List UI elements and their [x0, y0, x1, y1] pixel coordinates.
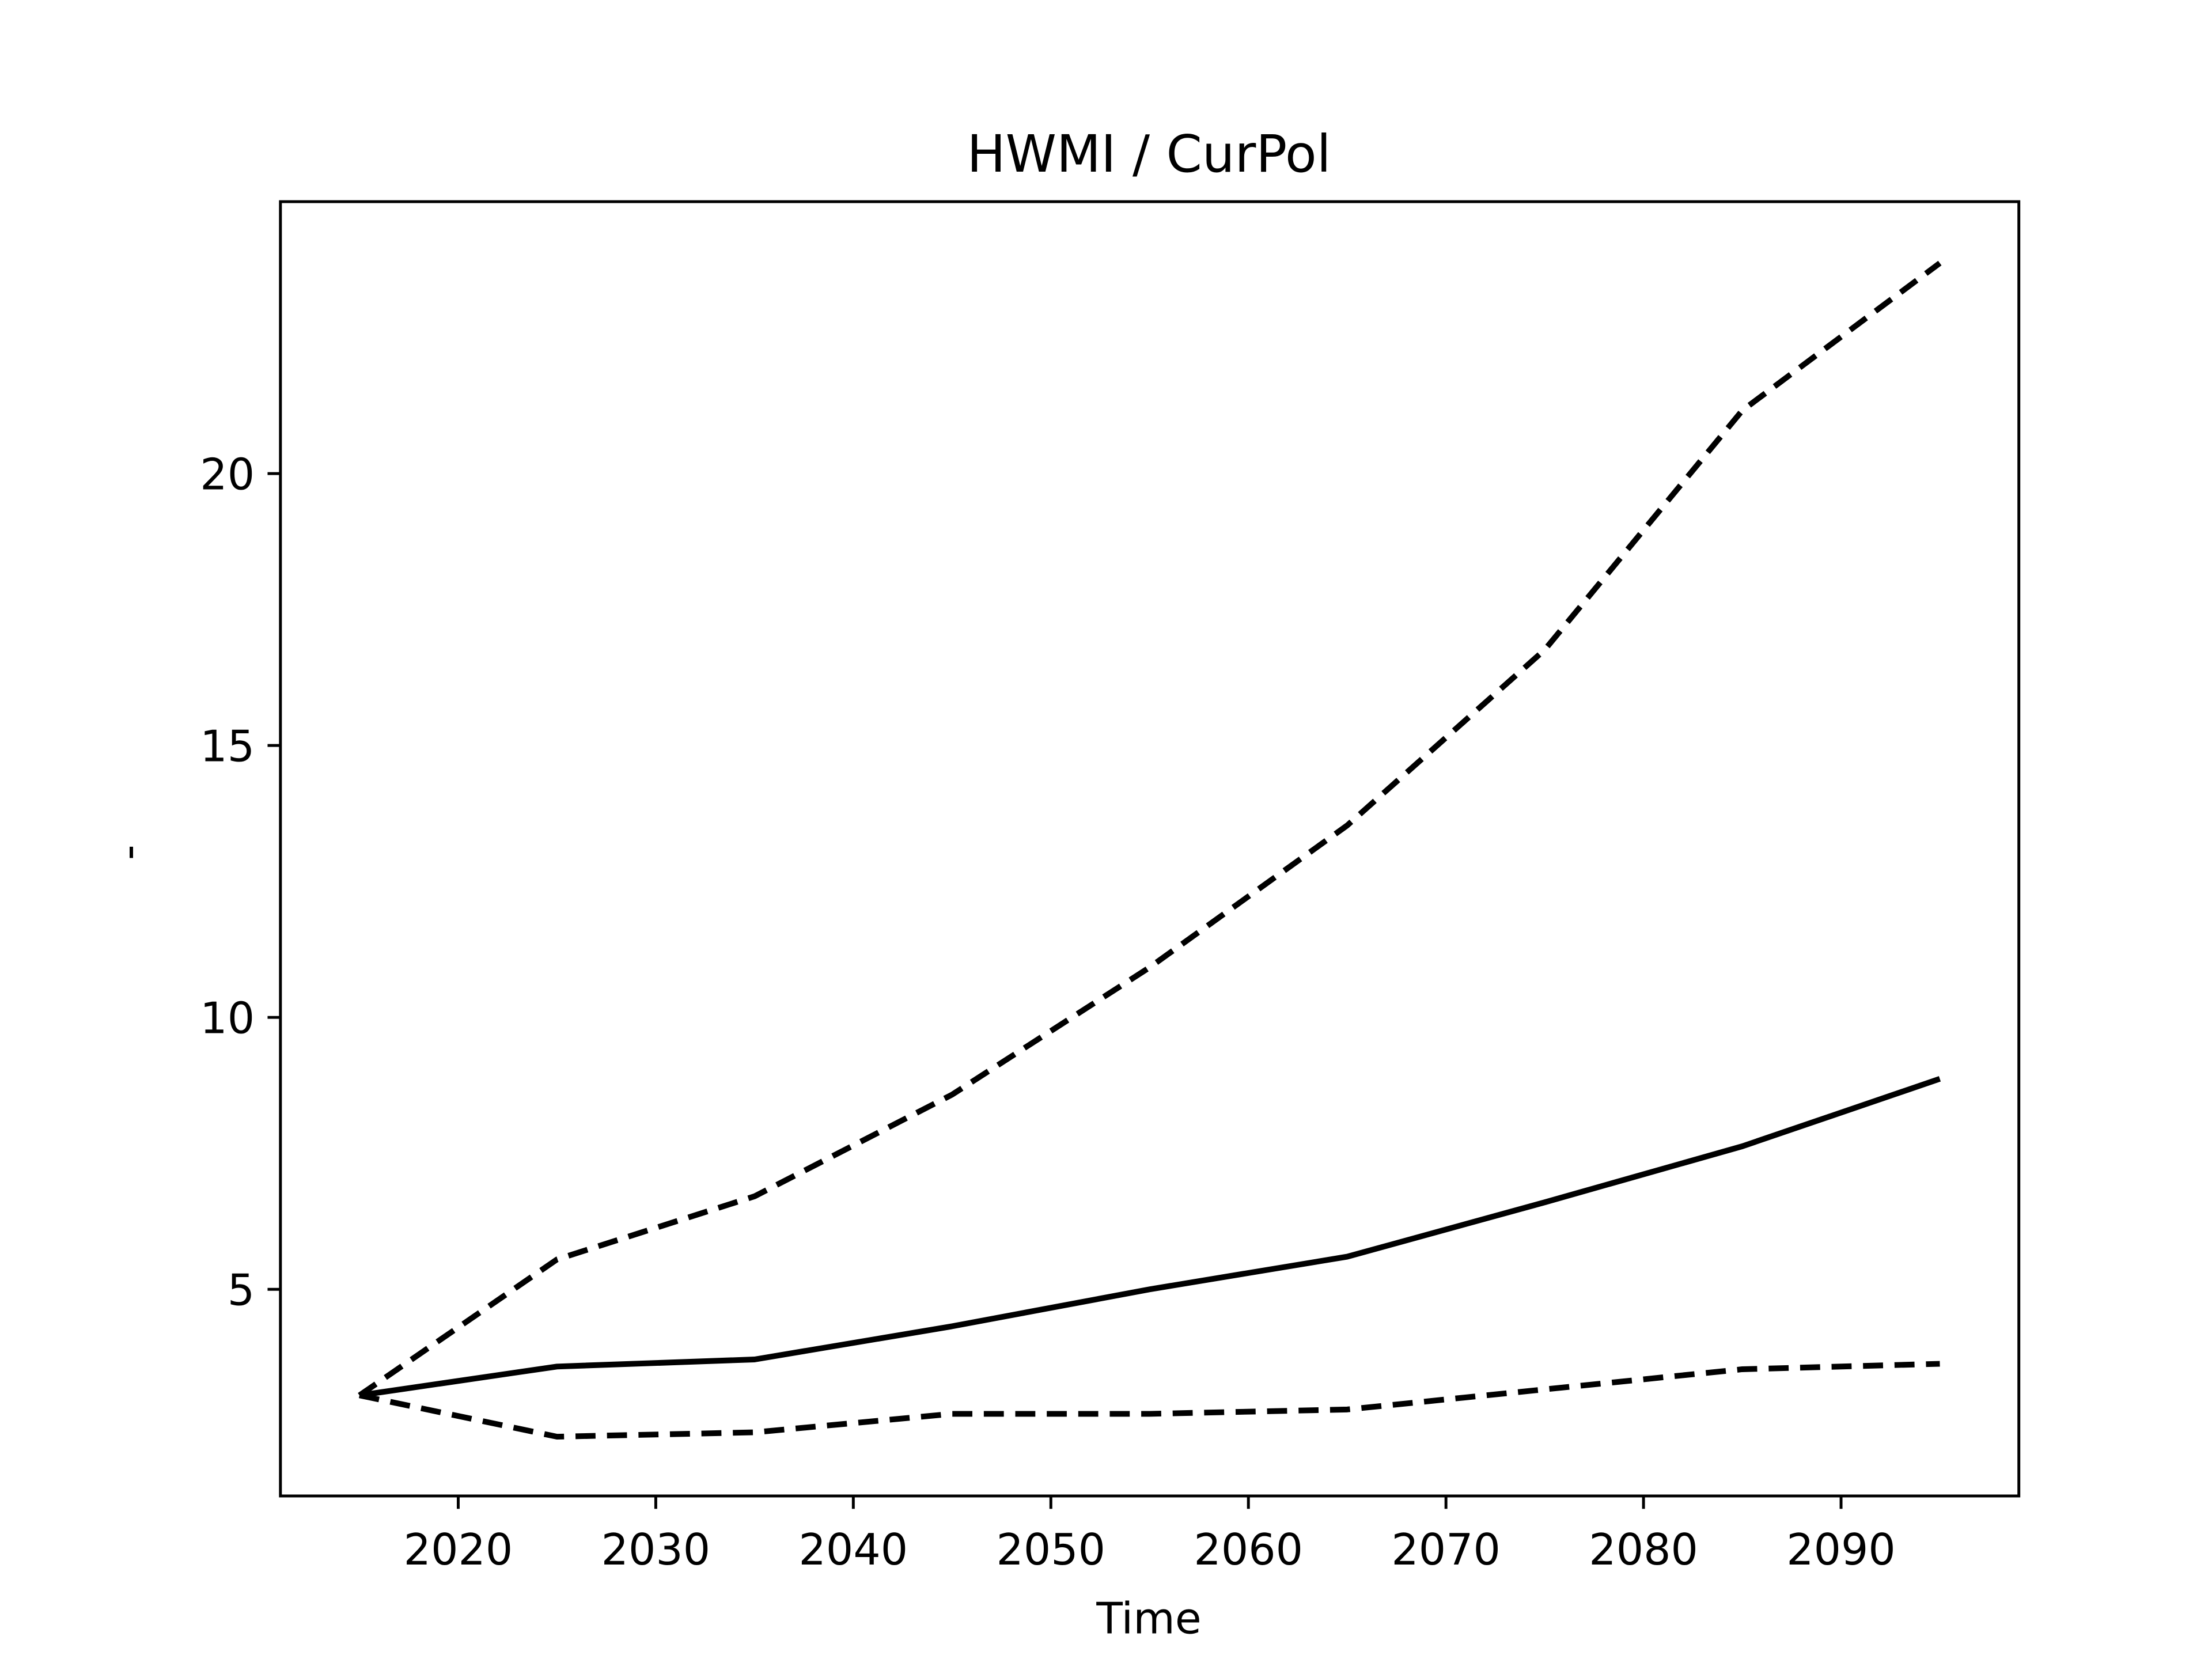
y-tick-label: 15 [200, 721, 255, 771]
y-tick-label: 10 [200, 994, 255, 1044]
y-tick-label: 5 [228, 1266, 255, 1316]
x-tick-label: 2050 [996, 1525, 1105, 1575]
y-axis-label: - [103, 844, 153, 860]
x-tick-label: 2040 [799, 1525, 908, 1575]
x-tick-label: 2020 [404, 1525, 513, 1575]
chart-title: HWMI / CurPol [967, 124, 1331, 184]
plot-frame [279, 200, 2021, 1498]
x-tick-label: 2030 [601, 1525, 711, 1575]
x-tick-label: 2080 [1589, 1525, 1698, 1575]
x-tick-label: 2060 [1194, 1525, 1303, 1575]
x-tick-label: 2090 [1786, 1525, 1896, 1575]
series-line [358, 260, 1942, 1398]
x-axis-label: Time [1096, 1593, 1201, 1643]
series-line [358, 1361, 1940, 1440]
x-tick-label: 2070 [1391, 1525, 1501, 1575]
y-tick-label: 20 [200, 449, 255, 499]
series-line [359, 1076, 1941, 1399]
